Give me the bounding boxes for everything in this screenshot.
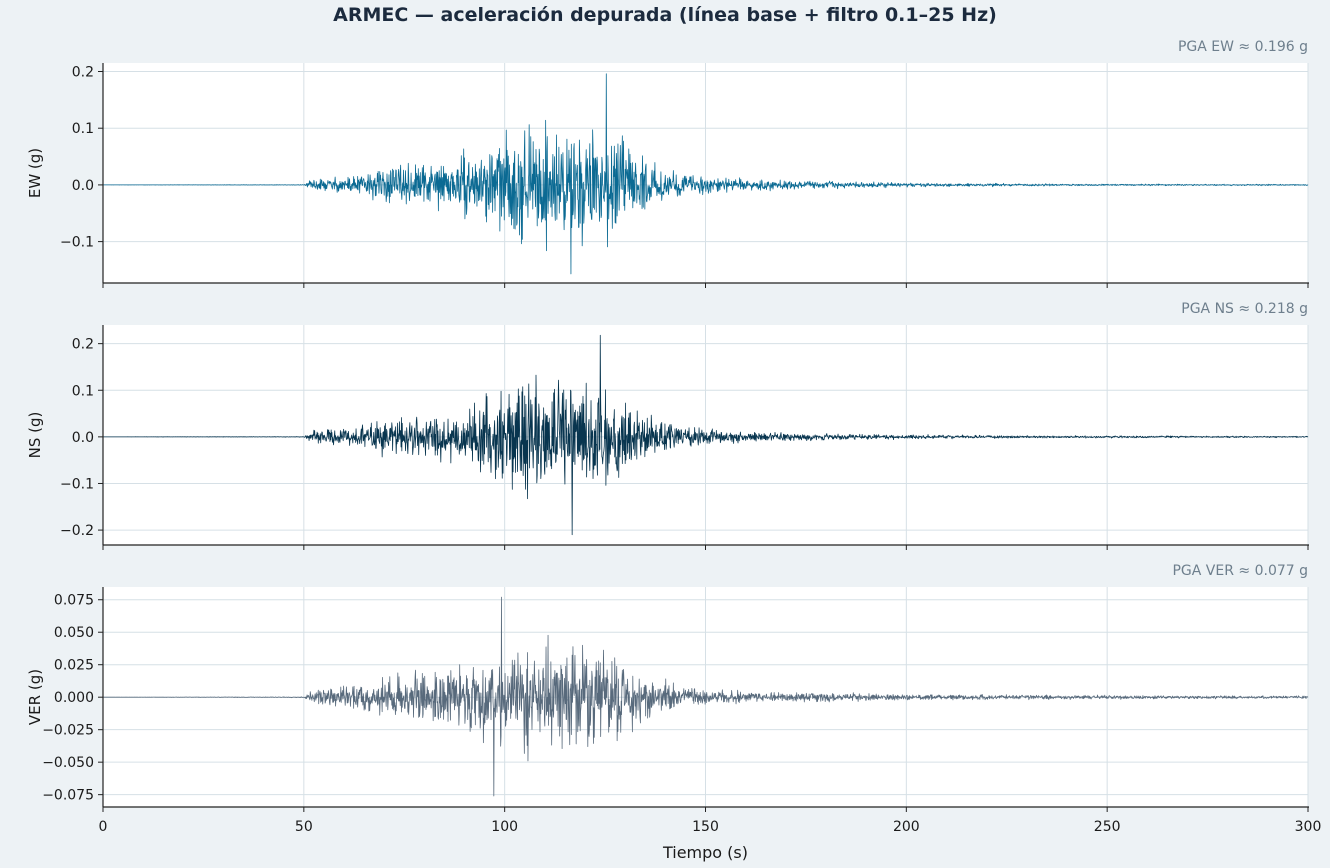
y-tick-label: −0.2: [60, 523, 94, 539]
y-axis-label: VER (g): [26, 669, 44, 725]
pga-annotation: PGA EW ≈ 0.196 g: [1178, 39, 1308, 55]
y-tick-label: 0.2: [72, 337, 94, 353]
panel-0: 0.2 0.1 0.0 −0.1 EW (g) PGA EW ≈ 0.196 g: [26, 39, 1309, 288]
x-tick-label: 200: [893, 819, 920, 835]
y-tick-label: −0.025: [42, 723, 94, 739]
x-tick-label: 50: [295, 819, 313, 835]
y-tick-label: 0.025: [54, 658, 94, 674]
x-tick-label: 150: [692, 819, 719, 835]
y-tick-label: −0.1: [60, 235, 94, 251]
series-line: [102, 596, 1309, 797]
y-tick-label: −0.1: [60, 476, 94, 492]
x-tick-label: 250: [1094, 819, 1121, 835]
y-tick-label: 0.1: [72, 121, 94, 137]
x-tick-label: 300: [1295, 819, 1322, 835]
y-tick-label: 0.0: [72, 178, 94, 194]
y-tick-label: 0.050: [54, 625, 94, 641]
series-line: [103, 334, 1309, 536]
y-tick-label: 0.0: [72, 430, 94, 446]
y-axis-label: EW (g): [26, 148, 44, 198]
series-line: [103, 73, 1309, 275]
x-axis-label: Tiempo (s): [662, 843, 748, 862]
x-tick-label: 100: [491, 819, 518, 835]
pga-annotation: PGA VER ≈ 0.077 g: [1172, 563, 1308, 579]
y-tick-label: 0.1: [72, 383, 94, 399]
chart-title: ARMEC — aceleración depurada (línea base…: [333, 4, 997, 26]
x-tick-label: 0: [99, 819, 108, 835]
y-tick-label: 0.075: [54, 593, 94, 609]
pga-annotation: PGA NS ≈ 0.218 g: [1181, 301, 1308, 317]
panel-2: 0.075 0.050 0.025 0.000 −0.025 −0.050 −0.075 0 5…: [26, 563, 1321, 862]
y-axis-label: NS (g): [26, 412, 44, 459]
y-tick-label: −0.050: [42, 755, 94, 771]
panel-1: 0.2 0.1 0.0 −0.1 −0.2 NS (g) PGA NS ≈ 0.218 g: [26, 301, 1309, 550]
y-tick-label: 0.000: [54, 690, 94, 706]
y-tick-label: −0.075: [42, 788, 94, 804]
y-tick-label: 0.2: [72, 65, 94, 81]
